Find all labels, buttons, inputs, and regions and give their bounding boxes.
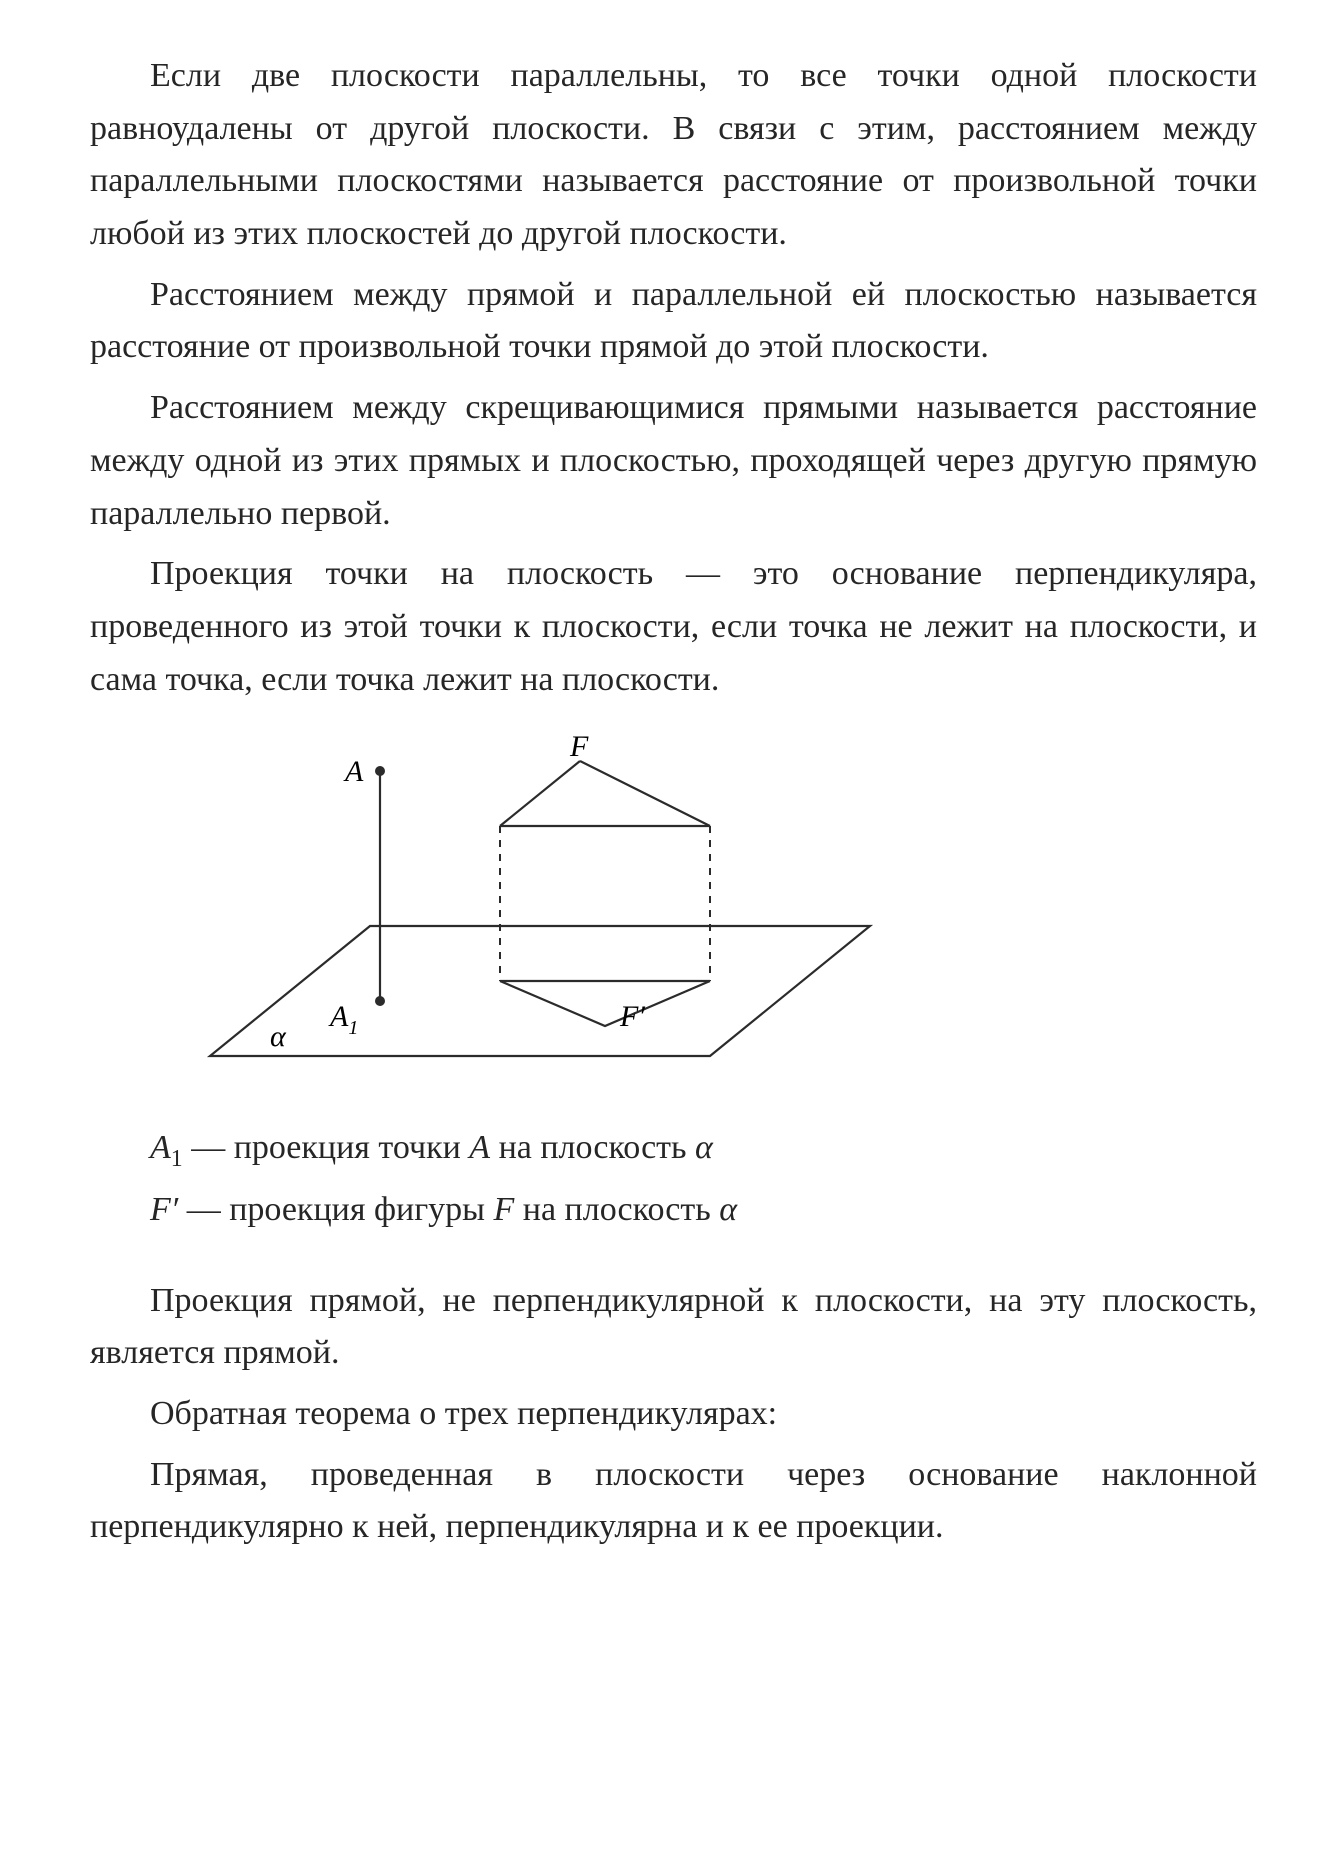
caption2-post: на плоскость bbox=[514, 1191, 719, 1228]
caption1-post: на плоскость bbox=[490, 1129, 695, 1166]
caption-line-2: F′ — проекция фигуры F на плоскость α bbox=[150, 1184, 1257, 1235]
tri-bot-front bbox=[500, 981, 710, 1026]
caption1-a2: A bbox=[469, 1129, 490, 1166]
paragraph-2: Расстоянием между прямой и параллельной … bbox=[90, 269, 1257, 374]
document-page: Если две плоскости параллельны, то все т… bbox=[0, 0, 1337, 1876]
point-a bbox=[375, 766, 385, 776]
caption1-alpha: α bbox=[695, 1129, 713, 1166]
point-a1 bbox=[375, 996, 385, 1006]
label-a1: A1 bbox=[328, 1000, 358, 1039]
label-f: F bbox=[569, 730, 589, 763]
caption-line-1: A1 — проекция точки A на плоскость α bbox=[150, 1122, 1257, 1177]
caption2-mid: — проекция фигуры bbox=[178, 1191, 493, 1228]
paragraph-5: Проекция прямой, не перпендикулярной к п… bbox=[90, 1275, 1257, 1380]
label-alpha: α bbox=[270, 1020, 287, 1053]
paragraph-4: Проекция точки на плоскость — это основа… bbox=[90, 548, 1257, 706]
label-a: A bbox=[343, 755, 364, 788]
paragraph-1: Если две плоскости параллельны, то все т… bbox=[90, 50, 1257, 261]
caption1-a: A bbox=[150, 1129, 171, 1166]
caption2-f2: F bbox=[493, 1191, 514, 1228]
label-f-prime: F′ bbox=[619, 1000, 645, 1033]
plane-alpha bbox=[210, 926, 870, 1056]
paragraph-3: Расстоянием между скрещивающимися прямым… bbox=[90, 382, 1257, 540]
paragraph-7: Прямая, проведенная в плоскости через ос… bbox=[90, 1449, 1257, 1554]
caption1-mid: — проекция точки bbox=[183, 1129, 470, 1166]
tri-top-left bbox=[500, 761, 580, 826]
projection-diagram: A A1 F F′ α bbox=[150, 726, 910, 1116]
paragraph-6: Обратная теорема о трех перпендикулярах: bbox=[90, 1388, 1257, 1441]
caption1-sub1: 1 bbox=[171, 1146, 183, 1172]
caption2-alpha: α bbox=[719, 1191, 737, 1228]
caption2-f: F bbox=[150, 1191, 171, 1228]
figure-block: A A1 F F′ α A1 — проекция точки A на пло… bbox=[150, 726, 1257, 1234]
tri-top-right bbox=[580, 761, 710, 826]
